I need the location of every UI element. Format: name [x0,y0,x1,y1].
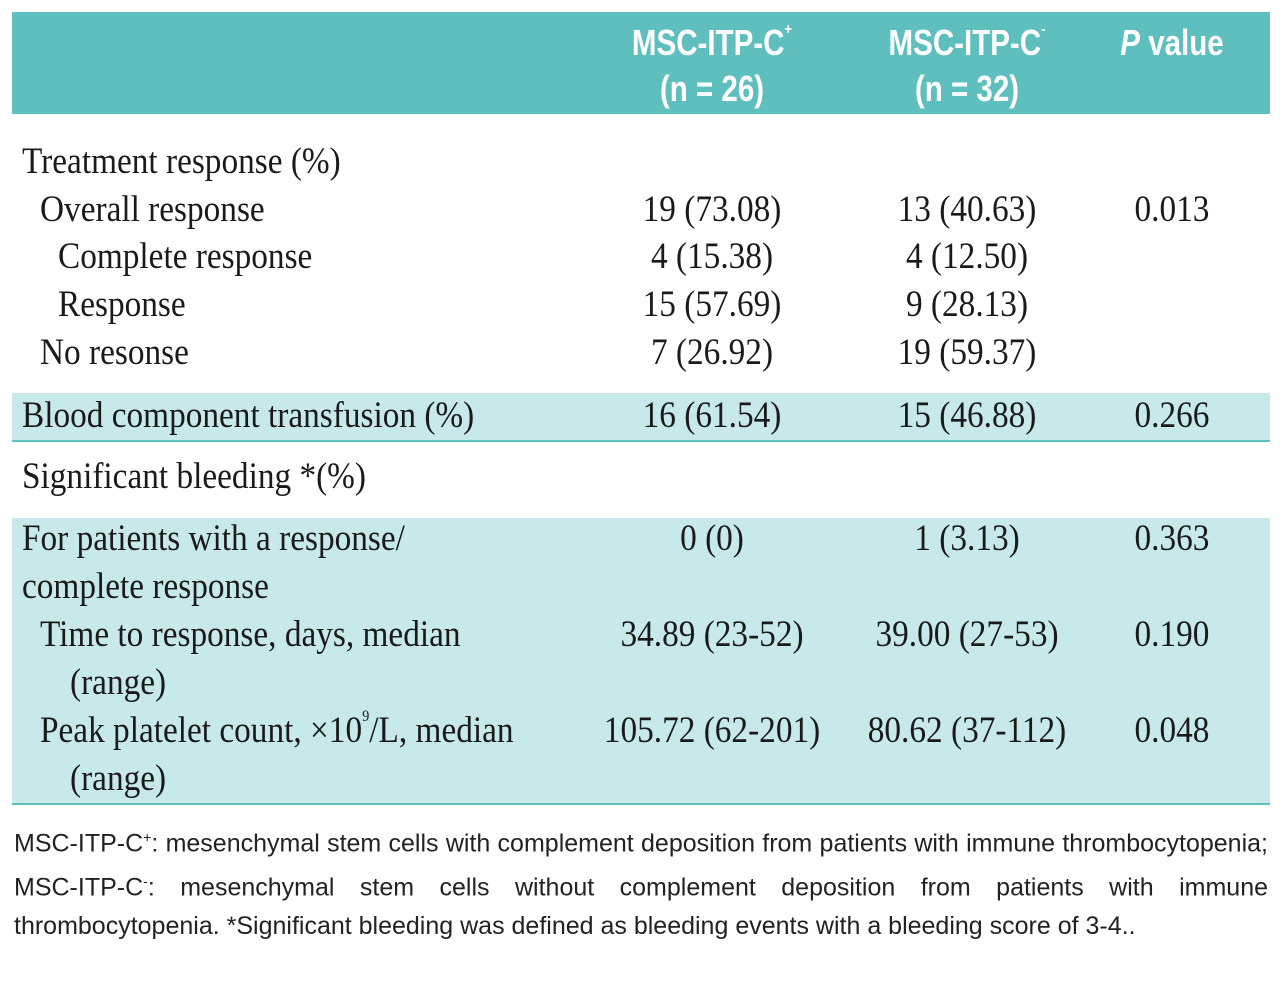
row-label: Complete response [58,236,313,277]
row-label: (range) [70,758,167,799]
cell-col1: 105.72 (62-201) [603,710,821,751]
cell-col2: 15 (46.88) [897,395,1037,436]
row-label: Treatment response (%) [22,141,341,182]
row-label: No resonse [40,332,189,373]
header-col2-title: MSC-ITP-C [888,22,1042,63]
cell-col2: 1 (3.13) [914,518,1020,559]
header-col2-n: (n = 32) [914,68,1020,109]
cell-col1: 7 (26.92) [650,332,774,373]
cell-col1: 16 (61.54) [642,395,782,436]
header-msc-itp-c-plus: MSC-ITP-C+ (n = 26) [605,20,818,112]
cell-p-value: 0.013 [1134,189,1210,230]
footnote-term-plus: MSC-ITP-C [14,829,144,858]
row-label: Time to response, days, median [40,614,461,655]
peak-label-part1: Peak platelet count, ×10 [40,710,363,751]
row-label: complete response [22,566,269,607]
header-col1-title: MSC-ITP-C [631,22,785,63]
cell-col2: 13 (40.63) [897,189,1037,230]
cell-col2: 39.00 (27-53) [875,614,1059,655]
cell-p-value: 0.266 [1134,395,1210,436]
cell-col2: 9 (28.13) [905,284,1029,325]
header-col2-sup: - [1041,21,1046,38]
footnote-text-1: : mesenchymal stem cells with complement… [14,829,1268,902]
header-msc-itp-c-minus: MSC-ITP-C- (n = 32) [860,20,1073,112]
header-p-value: P value [1090,20,1254,66]
row-label: Significant bleeding *(%) [22,456,367,497]
row-label: (range) [70,662,167,703]
header-p-rest: value [1139,22,1224,63]
row-label: Overall response [40,189,265,230]
row-label: Response [58,284,186,325]
footnote-sup-plus: + [143,829,152,845]
cell-col1: 0 (0) [680,518,744,559]
cell-col1: 34.89 (23-52) [620,614,804,655]
cell-p-value: 0.190 [1134,614,1210,655]
peak-label-sup: 9 [362,708,370,725]
header-p-italic: P [1120,22,1140,63]
band-transfusion [12,393,1270,442]
header-col1-sup: + [784,21,793,38]
cell-col1: 19 (73.08) [642,189,782,230]
cell-p-value: 0.048 [1134,710,1210,751]
row-label: For patients with a response/ [22,518,405,559]
cell-col1: 4 (15.38) [650,236,774,277]
footnote-sup-minus: - [143,873,148,890]
cell-col2: 19 (59.37) [897,332,1037,373]
header-col1-n: (n = 26) [659,68,765,109]
cell-p-value: 0.363 [1134,518,1210,559]
cell-col1: 15 (57.69) [642,284,782,325]
cell-col2: 80.62 (37-112) [867,710,1067,751]
footnote-text-2: : mesenchymal stem cells without complem… [14,873,1268,940]
table-header: MSC-ITP-C+ (n = 26) MSC-ITP-C- (n = 32) … [12,12,1270,114]
cell-col2: 4 (12.50) [905,236,1029,277]
table-footnote: MSC-ITP-C+: mesenchymal stem cells with … [14,818,1268,945]
band-bleeding-details [12,518,1270,805]
row-label: Blood component transfusion (%) [22,395,475,436]
peak-label-part2: /L, median [369,710,514,751]
row-label: Peak platelet count, ×109/L, median [40,707,514,755]
